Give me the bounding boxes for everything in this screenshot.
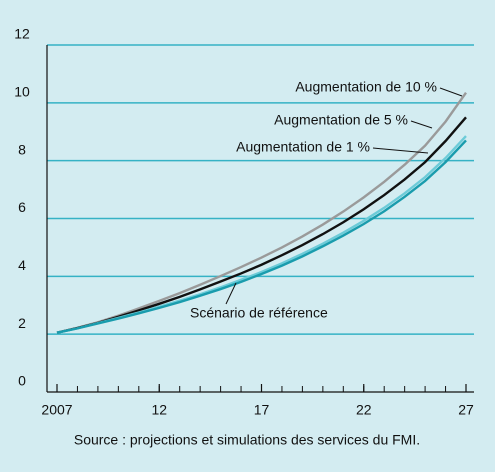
- series-line: [56, 139, 467, 334]
- leader-line: [225, 282, 237, 305]
- y-tick-label: 2: [18, 315, 26, 331]
- x-tick-label: 12: [151, 402, 167, 418]
- leader-line: [439, 87, 463, 97]
- series-line: [56, 116, 467, 334]
- x-tick-label: 17: [254, 402, 270, 418]
- y-tick-label: 12: [14, 26, 30, 42]
- y-tick-label: 4: [18, 257, 26, 273]
- y-tick-label: 10: [14, 84, 30, 100]
- x-tick-label: 22: [356, 402, 372, 418]
- source-note: Source : projections et simulations des …: [74, 432, 420, 448]
- series-line: [56, 92, 467, 334]
- x-tick-label: 2007: [41, 402, 72, 418]
- series-label: Augmentation de 10 %: [295, 79, 437, 95]
- leader-line: [372, 147, 429, 154]
- y-tick-label: 6: [18, 199, 26, 215]
- series-label: Augmentation de 1 %: [236, 139, 370, 155]
- y-tick-label: 8: [18, 141, 26, 157]
- series-label: Augmentation de 5 %: [274, 112, 408, 128]
- leader-line: [410, 120, 433, 129]
- x-tick-label: 27: [458, 402, 474, 418]
- series-label: Scénario de référence: [190, 305, 328, 321]
- y-tick-label: 0: [18, 373, 26, 389]
